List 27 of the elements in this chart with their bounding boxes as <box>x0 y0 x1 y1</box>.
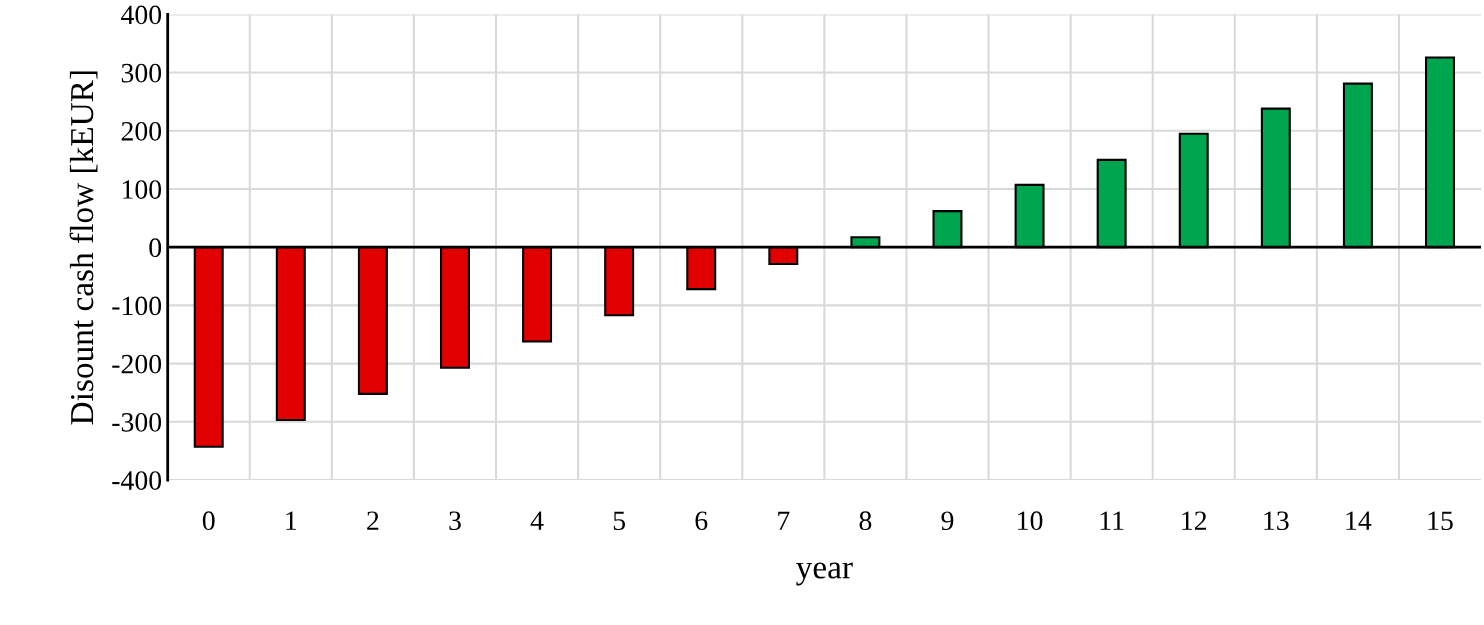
x-tick-label: 6 <box>695 511 708 531</box>
y-tick-label: -400 <box>112 471 162 490</box>
x-tick-label: 0 <box>202 511 215 531</box>
y-tick-label: 300 <box>121 63 162 83</box>
y-tick-label: 0 <box>149 238 162 258</box>
x-tick-label: 9 <box>941 511 954 531</box>
x-tick-label: 13 <box>1264 511 1289 531</box>
x-tick-label: 4 <box>530 511 544 530</box>
y-tick-label: 400 <box>121 5 162 25</box>
y-axis-title: Disount cash flow [kEUR] <box>69 71 98 425</box>
x-tick-label: 10 <box>1018 511 1043 531</box>
x-tick-label: 1 <box>286 511 297 530</box>
x-tick-label: 15 <box>1428 511 1453 531</box>
x-axis-title: year <box>796 562 853 586</box>
x-tick-label: 12 <box>1182 511 1207 530</box>
x-tick-label: 2 <box>367 511 379 530</box>
x-tick-label: 14 <box>1346 511 1372 530</box>
x-tick-label: 3 <box>449 511 461 531</box>
x-tick-label: 5 <box>613 511 626 531</box>
y-tick-label: 200 <box>121 121 162 141</box>
y-tick-label: 100 <box>122 180 162 199</box>
y-tick-label: -200 <box>112 354 162 374</box>
x-tick-label: 11 <box>1100 511 1124 530</box>
y-tick-label: -100 <box>112 296 162 316</box>
y-tick-label: -300 <box>112 412 162 432</box>
x-tick-label: 7 <box>778 511 790 530</box>
x-tick-label: 8 <box>859 511 872 531</box>
